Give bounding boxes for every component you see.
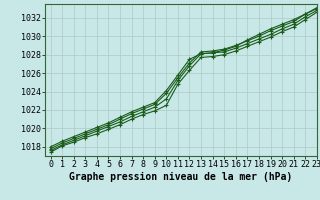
X-axis label: Graphe pression niveau de la mer (hPa): Graphe pression niveau de la mer (hPa) xyxy=(69,172,292,182)
